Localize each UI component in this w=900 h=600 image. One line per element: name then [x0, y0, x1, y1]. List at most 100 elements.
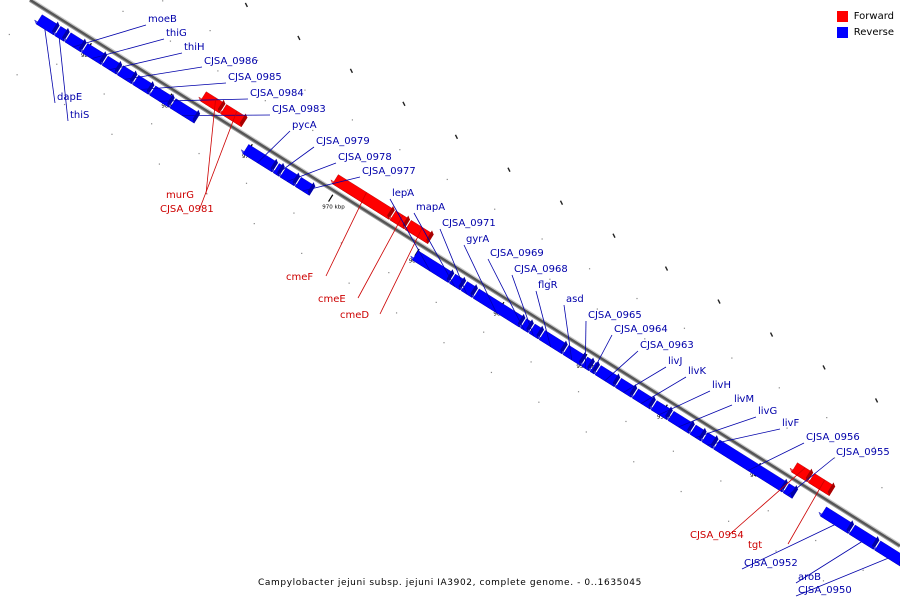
leader-line-mapa [413, 212, 456, 287]
gene-face-side [592, 360, 600, 374]
legend-reverse-swatch [836, 26, 848, 38]
gene-face-side [629, 384, 638, 398]
leader-line-dape [44, 29, 56, 104]
leader-line-livg [695, 416, 757, 439]
leader-line-cjsa-0971 [439, 228, 468, 295]
leader-line-cjsa-0981 [199, 110, 238, 209]
leader-line-cjsa-0955 [787, 457, 835, 496]
gene-feature-cjsa-0983 [167, 98, 201, 124]
gene-label-livh: livH [712, 380, 731, 391]
leader-line-cjsa-0983 [182, 114, 271, 116]
gene-face-front [874, 540, 900, 567]
tick-mark [328, 194, 334, 202]
gene-feature-cjsa-0950 [872, 540, 900, 567]
gene-feature-cjsa-0985 [130, 74, 155, 95]
gene-label-lepa: lepA [392, 188, 414, 199]
leader-line-cjsa-0978 [286, 162, 337, 182]
leader-line-flgr [535, 290, 551, 347]
gene-face-side [665, 406, 673, 420]
gene-face-side [780, 478, 788, 492]
leader-line-cmef [325, 192, 367, 277]
leader-line-cjsa-0968 [511, 274, 534, 337]
gene-feature-cjsa-0952 [818, 506, 855, 534]
gene-label-cjsa-0965: CJSA_0965 [588, 310, 642, 321]
gene-face-side [239, 113, 248, 127]
gene-feature-livk [630, 388, 656, 410]
gene-label-cjsa-0963: CJSA_0963 [640, 340, 694, 351]
gene-feature-pyca [240, 144, 279, 173]
legend: Forward Reverse [836, 8, 894, 40]
leader-line-cjsa-0984 [159, 98, 249, 102]
leader-line-cjsa-0952 [741, 524, 835, 570]
gene-feature-cmef [330, 174, 395, 220]
legend-reverse-label: Reverse [853, 26, 894, 38]
gene-label-tgt: tgt [748, 540, 762, 551]
leader-line-cjsa-0986 [124, 66, 203, 80]
gene-label-cjsa-0950: CJSA_0950 [798, 585, 852, 596]
leader-line-murg [205, 97, 217, 195]
gene-face-side [62, 27, 70, 42]
gene-face-side [426, 230, 434, 244]
gene-label-cjsa-0968: CJSA_0968 [514, 264, 568, 275]
gene-label-this: thiS [70, 110, 89, 121]
gene-face-side [270, 158, 278, 172]
gene-face-side [52, 21, 60, 35]
gene-label-thih: thiH [184, 42, 205, 53]
leader-line-cjsa-0965 [584, 320, 587, 369]
gene-feature-cjsa-0986 [115, 65, 138, 85]
gene-face-side [387, 206, 395, 220]
gene-face-side [846, 520, 854, 534]
gene-face-side [292, 172, 300, 186]
gene-face-side [277, 162, 285, 177]
gene-face-side [587, 357, 595, 371]
tick-label: 970 kbp [322, 204, 345, 210]
gene-feature-cjsa-0956 [711, 439, 789, 493]
leader-line-pyca [257, 130, 291, 164]
gene-feature-this [52, 26, 70, 42]
gene-label-cjsa-0983: CJSA_0983 [272, 104, 326, 115]
leader-line-gyra [463, 244, 497, 313]
gene-label-murg: murG [166, 190, 194, 201]
leader-line-arob [795, 541, 862, 584]
gene-features [34, 14, 900, 567]
leader-line-livf [707, 428, 781, 446]
gene-label-livj: livJ [668, 356, 682, 367]
gene-face-side [446, 269, 455, 283]
leader-line-cmed [379, 227, 423, 315]
gene-label-cjsa-0984: CJSA_0984 [250, 88, 304, 99]
gene-label-cjsa-0956: CJSA_0956 [806, 432, 860, 443]
leader-line-thih [109, 52, 183, 71]
leader-line-lepa [389, 198, 431, 272]
gene-label-thig: thiG [166, 28, 187, 39]
leader-line-cjsa-0979 [275, 146, 315, 175]
gene-label-mapa: mapA [416, 202, 445, 213]
gene-feature-lepa [410, 250, 455, 284]
gene-face-side [827, 482, 836, 496]
dot-grid [8, 0, 883, 582]
leader-line-this [58, 38, 69, 122]
legend-forward: Forward [836, 8, 894, 24]
gene-face-side [612, 373, 621, 387]
gene-feature-cjsa-0979 [271, 162, 285, 177]
gene-face-side [536, 325, 544, 339]
gene-feature-cmed [403, 220, 434, 245]
gene-face-side [805, 468, 814, 482]
gene-label-cjsa-0986: CJSA_0986 [204, 56, 258, 67]
gene-face-side [560, 340, 568, 354]
gene-feature-cjsa-0978 [278, 167, 301, 187]
gene-face-side [648, 395, 656, 410]
gene-feature-livm [666, 410, 695, 434]
gene-face-side [699, 427, 707, 441]
gene-face-side [517, 313, 526, 328]
gene-label-livg: livG [758, 406, 777, 417]
backbone-highlight [30, 0, 900, 546]
legend-forward-label: Forward [853, 10, 894, 22]
leader-line-livm [678, 404, 733, 428]
gene-label-cmed: cmeD [340, 310, 369, 321]
leader-line-cjsa-0977 [302, 176, 361, 192]
gene-face-side [192, 109, 200, 124]
gene-face-side [470, 284, 478, 298]
gene-label-cmee: cmeE [318, 294, 346, 305]
genome-backbone [28, 0, 900, 548]
leader-line-cjsa-0964 [591, 334, 613, 373]
